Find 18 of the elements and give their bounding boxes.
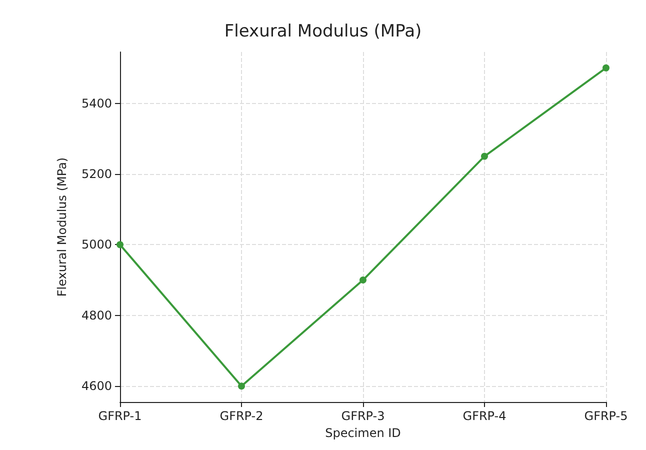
x-tick-label: GFRP-5 [584, 409, 628, 423]
y-tick-label: 5000 [81, 238, 112, 252]
chart-title: Flexural Modulus (MPa) [224, 22, 422, 42]
y-tick-label: 4600 [81, 379, 112, 394]
x-tick-label: GFRP-2 [220, 409, 264, 423]
y-tick-label: 4800 [81, 308, 112, 322]
point [238, 382, 245, 390]
y-tick-label: 5200 [81, 166, 112, 181]
point [116, 241, 124, 248]
point [481, 152, 488, 160]
y-tick-label: 5400 [81, 96, 112, 110]
point [360, 276, 366, 284]
x-tick-label: GFRP-4 [462, 409, 506, 423]
point [602, 64, 610, 72]
x-axis-title: Specimen ID [325, 426, 401, 440]
x-tick-label: GFRP-3 [341, 409, 385, 423]
x-tick-label: GFRP-1 [98, 409, 142, 423]
y-axis-title: Flexural Modulus (MPa) [55, 157, 69, 297]
